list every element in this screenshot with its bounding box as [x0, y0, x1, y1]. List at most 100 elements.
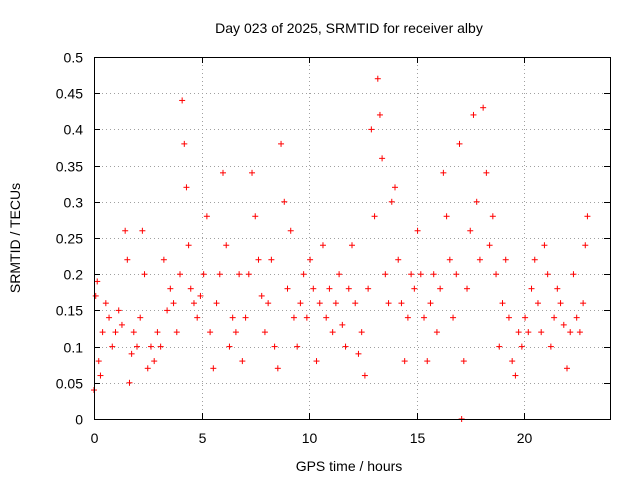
data-point	[496, 343, 503, 350]
data-point	[294, 343, 301, 350]
data-point	[99, 329, 106, 336]
data-point	[376, 111, 383, 118]
data-point	[352, 300, 359, 307]
x-tick-label: 10	[302, 430, 318, 446]
y-tick-label: 0.15	[56, 303, 83, 319]
data-point	[329, 329, 336, 336]
data-point	[310, 285, 317, 292]
data-point	[187, 285, 194, 292]
data-point	[200, 271, 207, 278]
data-point	[303, 314, 310, 321]
data-point	[374, 75, 381, 82]
data-point	[236, 271, 243, 278]
data-point	[319, 242, 326, 249]
data-point	[456, 140, 463, 147]
data-point	[141, 271, 148, 278]
data-point	[130, 329, 137, 336]
data-point	[361, 372, 368, 379]
y-tick-label: 0	[75, 412, 83, 428]
data-point	[450, 314, 457, 321]
data-point	[137, 314, 144, 321]
data-point	[124, 256, 131, 263]
data-point	[281, 198, 288, 205]
data-point	[167, 285, 174, 292]
y-tick-label: 0.2	[64, 267, 84, 283]
data-point	[139, 227, 146, 234]
data-point	[216, 271, 223, 278]
data-point	[388, 198, 395, 205]
data-point	[95, 358, 102, 365]
x-tick-label: 0	[91, 430, 99, 446]
data-point	[287, 227, 294, 234]
data-point	[134, 343, 140, 350]
data-point	[220, 169, 226, 176]
data-point	[255, 256, 262, 263]
data-point	[424, 358, 431, 365]
data-point	[464, 285, 471, 292]
data-point	[538, 329, 545, 336]
data-point	[401, 358, 408, 365]
data-point	[197, 292, 204, 299]
data-point	[470, 111, 477, 118]
x-tick-label: 5	[199, 430, 207, 446]
data-point	[92, 292, 99, 299]
data-point	[278, 140, 285, 147]
data-point	[564, 365, 570, 372]
data-point	[313, 358, 320, 365]
data-point	[580, 300, 587, 307]
data-point	[446, 256, 453, 263]
data-point	[274, 365, 281, 372]
data-point	[118, 321, 125, 328]
data-point	[126, 379, 133, 386]
data-point	[440, 169, 447, 176]
data-point	[342, 343, 349, 350]
data-point	[512, 372, 519, 379]
data-point	[433, 329, 440, 336]
data-point	[239, 358, 246, 365]
data-point	[430, 271, 437, 278]
data-point	[94, 278, 101, 285]
data-point	[213, 300, 220, 307]
data-point	[551, 314, 558, 321]
data-point	[128, 350, 135, 357]
y-axis-label: SRMTID / TECUs	[7, 183, 23, 293]
data-point	[557, 300, 564, 307]
data-point	[404, 314, 411, 321]
data-point	[300, 271, 307, 278]
data-point	[417, 271, 424, 278]
x-axis-label: GPS time / hours	[296, 458, 403, 474]
data-point	[265, 300, 272, 307]
data-point	[427, 300, 434, 307]
data-point	[476, 256, 483, 263]
data-point	[181, 140, 188, 147]
data-point	[249, 169, 256, 176]
data-point	[525, 329, 532, 336]
data-point	[207, 329, 214, 336]
axis-ticks: 0 5 10 15 20 0 0.05 0.1 0.15 0.2 0.25 0.3 0.35 0.4 0.4…	[56, 50, 610, 446]
data-point	[499, 300, 506, 307]
data-point	[379, 155, 386, 162]
data-point	[345, 285, 352, 292]
data-point	[97, 372, 104, 379]
data-point	[505, 314, 512, 321]
data-point	[382, 271, 389, 278]
data-point	[151, 358, 158, 365]
data-point	[489, 213, 496, 220]
data-point	[502, 256, 509, 263]
data-point	[371, 213, 378, 220]
data-point	[102, 300, 109, 307]
data-point	[460, 358, 467, 365]
data-point	[268, 256, 275, 263]
data-point	[284, 285, 291, 292]
data-point	[467, 227, 474, 234]
data-point	[183, 184, 190, 191]
data-point	[518, 343, 525, 350]
data-point	[245, 271, 252, 278]
data-point	[203, 213, 210, 220]
data-point	[570, 271, 577, 278]
data-point	[509, 358, 516, 365]
data-point	[109, 343, 116, 350]
data-point	[414, 227, 421, 234]
data-point	[437, 285, 444, 292]
